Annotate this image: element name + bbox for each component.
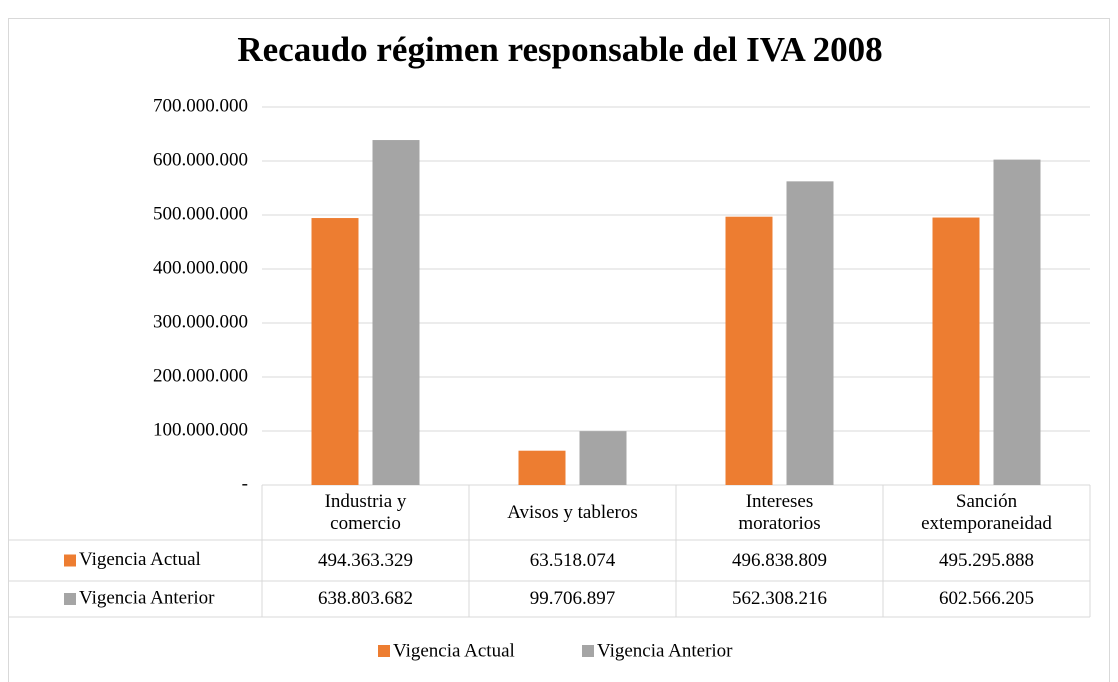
y-tick-label: 700.000.000 [153, 95, 248, 116]
table-value-text: 602.566.205 [939, 588, 1034, 609]
bar [932, 217, 980, 485]
table-value-text: 496.838.809 [732, 549, 827, 571]
y-tick-label: 300.000.000 [153, 311, 248, 332]
table-value-box: 494.363.329 [262, 540, 469, 581]
legend-key [378, 645, 390, 657]
bar [725, 216, 773, 486]
table-value-box: 495.295.888 [883, 540, 1090, 581]
table-legend-key [64, 554, 76, 567]
table-value-text: 99.706.897 [529, 588, 616, 609]
category-label-text: Intereses moratorios [738, 490, 821, 534]
category-label: Intereses moratorios [676, 485, 883, 540]
bar [518, 450, 566, 485]
table-value-text: 562.308.216 [732, 588, 827, 609]
table-value: 99.706.897 [469, 581, 676, 617]
y-tick-label: 100.000.000 [153, 419, 248, 440]
category-label: Sanción extemporaneidad [883, 485, 1090, 540]
chart-border [8, 18, 1110, 682]
bar [372, 140, 420, 485]
table-value-box: 562.308.216 [676, 581, 883, 617]
chart-title: Recaudo régimen responsable del IVA 2008 [237, 30, 882, 69]
bar [786, 181, 834, 485]
table-value-box: 496.838.809 [676, 540, 883, 581]
y-tick-label: 400.000.000 [153, 257, 248, 278]
category-label: Avisos y tableros [469, 485, 676, 540]
table-row-label: Vigencia Anterior [79, 587, 215, 608]
table-value-box: 99.706.897 [469, 581, 676, 617]
table-legend-key [64, 593, 76, 605]
table-value-box: 638.803.682 [262, 581, 469, 617]
category-label-text: Avisos y tableros [507, 501, 638, 523]
y-tick-label: - [242, 473, 248, 494]
bar [993, 159, 1041, 485]
category-label-box: Avisos y tableros [469, 485, 676, 540]
table-value: 496.838.809 [676, 540, 883, 581]
table-row-label: Vigencia Actual [79, 549, 201, 570]
table-value-text: 63.518.074 [529, 549, 616, 571]
table-value: 638.803.682 [262, 581, 469, 617]
table-value-box: 602.566.205 [883, 581, 1090, 617]
bar [311, 218, 359, 485]
category-label: Industria y comercio [262, 485, 469, 540]
category-label-text: Sanción extemporaneidad [921, 490, 1052, 534]
table-value: 495.295.888 [883, 540, 1090, 581]
legend-label: Vigencia Actual [393, 640, 515, 661]
legend-label: Vigencia Anterior [597, 640, 733, 661]
table-value: 602.566.205 [883, 581, 1090, 617]
y-tick-label: 500.000.000 [153, 203, 248, 224]
table-value: 562.308.216 [676, 581, 883, 617]
table-value-text: 638.803.682 [318, 588, 413, 609]
table-value-box: 63.518.074 [469, 540, 676, 581]
category-label-text: Industria y comercio [324, 490, 407, 534]
category-label-box: Industria y comercio [262, 485, 469, 540]
table-value-text: 494.363.329 [318, 549, 413, 571]
category-label-box: Sanción extemporaneidad [883, 485, 1090, 540]
legend-key [582, 645, 594, 657]
y-tick-label: 200.000.000 [153, 365, 248, 386]
bar [579, 431, 627, 485]
table-value: 63.518.074 [469, 540, 676, 581]
y-tick-label: 600.000.000 [153, 149, 248, 170]
table-value: 494.363.329 [262, 540, 469, 581]
table-value-text: 495.295.888 [939, 549, 1034, 571]
category-label-box: Intereses moratorios [676, 485, 883, 540]
